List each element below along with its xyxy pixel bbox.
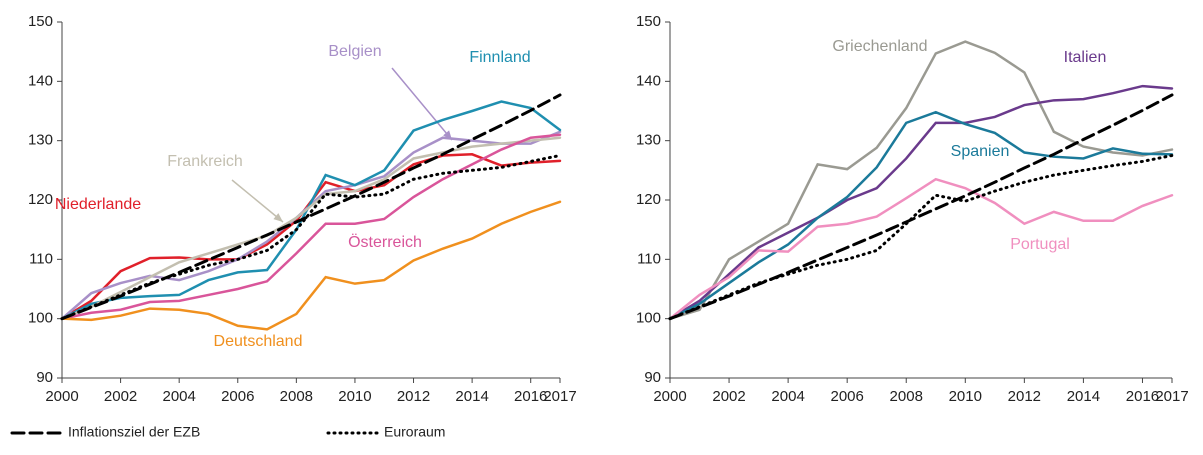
x-tick-label: 2004 [771,388,804,405]
y-tick-label: 90 [36,369,53,386]
line-series [668,93,1174,321]
x-tick-label: 2012 [1008,388,1041,405]
line-series [668,154,1174,321]
y-tick-label: 100 [636,310,661,327]
x-tick-label: 2017 [543,388,576,405]
series-label: Belgien [328,43,381,60]
line-series [60,200,562,331]
x-tick-label: 2002 [104,388,137,405]
y-tick-label: 130 [636,132,661,149]
legend-label: Inflationsziel der EZB [68,424,200,440]
x-tick-label: 2004 [162,388,195,405]
series-label: Italien [1064,49,1107,66]
line-series [60,136,562,320]
series-label: Deutschland [214,333,303,350]
series-label: Frankreich [167,153,243,170]
label-arrow [391,67,453,141]
x-tick-label: 2000 [45,388,78,405]
x-tick-label: 2000 [653,388,686,405]
y-tick-label: 140 [28,72,53,89]
line-series [668,40,1174,320]
x-tick-label: 2010 [338,388,371,405]
series-label: Niederlande [55,196,141,213]
x-tick-label: 2006 [830,388,863,405]
x-tick-label: 2012 [397,388,430,405]
series-label: Finnland [469,49,530,66]
line-series [668,84,1174,320]
x-tick-label: 2017 [1155,388,1188,405]
line-series [60,100,562,320]
x-tick-label: 2014 [1067,388,1100,405]
y-tick-label: 100 [28,310,53,327]
y-tick-label: 150 [28,13,53,30]
y-tick-label: 120 [636,191,661,208]
x-tick-label: 2008 [890,388,923,405]
y-tick-label: 120 [28,191,53,208]
x-tick-label: 2002 [712,388,745,405]
series-label: Portugal [1010,236,1070,253]
line-series [60,154,562,321]
arrow-head [273,213,283,222]
y-tick-label: 110 [29,250,53,267]
series-label: Österreich [348,233,422,251]
arrow-head [443,130,452,140]
y-tick-label: 90 [644,369,661,386]
y-tick-label: 140 [636,72,661,89]
label-arrow [231,179,284,223]
x-tick-label: 2016 [1126,388,1159,405]
line-series [668,110,1174,320]
series-label: Griechenland [832,38,927,55]
y-tick-label: 110 [637,250,661,267]
x-tick-label: 2014 [455,388,488,405]
line-series [60,133,562,320]
x-tick-label: 2016 [514,388,547,405]
series-label: Spanien [951,143,1010,160]
x-tick-label: 2010 [949,388,982,405]
y-tick-label: 130 [28,132,53,149]
x-tick-label: 2008 [280,388,313,405]
legend-label: Euroraum [384,424,445,440]
y-tick-label: 150 [636,13,661,30]
line-series [668,177,1174,320]
x-tick-label: 2006 [221,388,254,405]
